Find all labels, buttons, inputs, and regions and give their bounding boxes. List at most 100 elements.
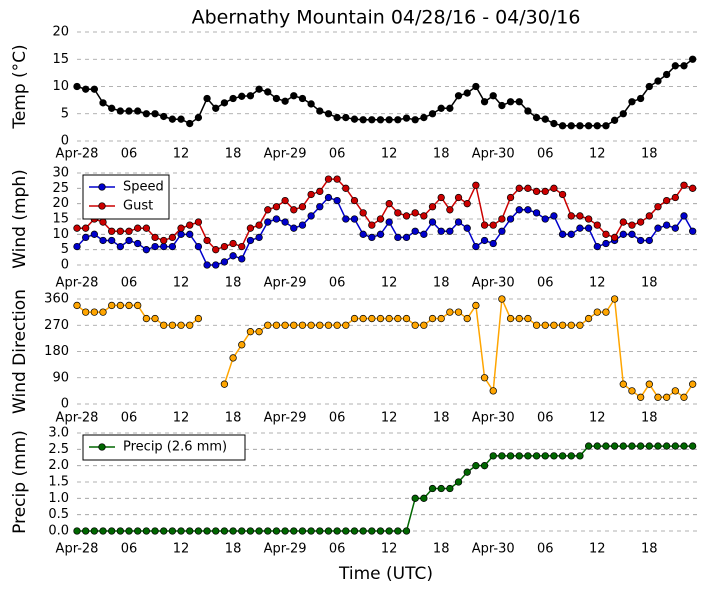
data-point (229, 527, 237, 535)
legend-label: Gust (123, 199, 153, 214)
data-point (411, 321, 419, 329)
data-point (186, 321, 194, 329)
data-point (324, 110, 333, 118)
data-point (99, 527, 107, 535)
x-tick-label: 06 (121, 542, 138, 557)
data-point (168, 242, 177, 251)
legend-marker (98, 183, 106, 191)
data-point (610, 233, 619, 242)
data-point (324, 527, 333, 535)
data-point (689, 380, 697, 388)
data-point (255, 221, 263, 229)
data-point (663, 196, 671, 205)
data-point (359, 230, 367, 238)
data-point (454, 478, 463, 486)
data-point (593, 308, 601, 316)
data-point (411, 227, 419, 235)
data-point (394, 527, 402, 535)
data-point (645, 236, 653, 245)
data-point (411, 494, 419, 502)
data-point (602, 239, 610, 248)
data-point (428, 203, 437, 211)
y-axis-label: Temp (°C) (10, 44, 30, 129)
data-point (99, 308, 107, 316)
data-point (272, 527, 281, 535)
legend-label: Precip (2.6 mm) (123, 440, 227, 455)
data-point (498, 227, 506, 235)
data-point (619, 110, 627, 118)
data-point (446, 484, 454, 493)
data-point (108, 227, 116, 235)
data-point (532, 113, 541, 122)
data-point (238, 341, 246, 349)
data-point (134, 107, 142, 115)
y-tick-label: 30 (52, 166, 69, 181)
data-point (368, 221, 376, 229)
data-point (177, 321, 185, 329)
data-point (472, 462, 480, 470)
data-point (671, 442, 679, 450)
data-point (350, 314, 359, 323)
data-point (463, 200, 471, 208)
x-tick-label: 18 (433, 276, 450, 291)
data-point (220, 258, 229, 266)
data-point (584, 224, 593, 232)
x-tick-label: 12 (589, 276, 606, 291)
data-point (333, 196, 341, 205)
x-tick-label: Apr-30 (472, 147, 515, 162)
y-tick-label: 2.5 (48, 442, 69, 457)
data-point (420, 494, 428, 502)
data-point (220, 527, 229, 535)
data-point (619, 218, 627, 226)
data-point (420, 212, 428, 220)
x-tick-label: 06 (121, 411, 138, 426)
data-point (402, 114, 411, 122)
data-point (428, 110, 437, 118)
data-point (524, 314, 532, 323)
data-point (689, 184, 697, 192)
data-point (402, 314, 411, 323)
data-point (498, 295, 506, 303)
data-point (489, 387, 497, 395)
y-tick-label: 1.0 (48, 491, 69, 506)
data-point (394, 116, 402, 124)
data-point (272, 321, 281, 329)
data-point (472, 301, 480, 310)
y-tick-label: 15 (52, 52, 69, 67)
data-point (108, 236, 116, 245)
data-point (654, 77, 662, 85)
data-point (290, 224, 298, 232)
data-point (541, 187, 549, 196)
data-point (246, 224, 255, 232)
data-point (186, 221, 194, 229)
data-point (73, 301, 81, 310)
x-tick-label: 18 (433, 411, 450, 426)
data-point (506, 314, 515, 323)
y-tick-label: 25 (52, 181, 69, 196)
data-point (160, 321, 168, 329)
data-point (489, 221, 497, 229)
data-point (463, 468, 471, 476)
x-tick-label: 06 (121, 147, 138, 162)
data-point (238, 92, 246, 100)
x-tick-label: 06 (329, 542, 346, 557)
data-point (116, 301, 125, 310)
data-point (654, 203, 662, 211)
data-point (186, 527, 194, 535)
data-point (73, 82, 81, 91)
data-point (125, 527, 133, 535)
x-tick-label: 12 (381, 276, 398, 291)
data-point (385, 200, 393, 208)
x-tick-label: 12 (381, 147, 398, 162)
data-point (472, 181, 480, 189)
data-point (619, 442, 627, 450)
data-point (689, 442, 697, 450)
data-point (558, 452, 567, 460)
data-point (602, 308, 610, 316)
data-point (454, 308, 463, 316)
y-tick-label: 90 (52, 370, 69, 385)
data-point (654, 442, 662, 450)
data-point (663, 393, 671, 401)
data-point (290, 527, 298, 535)
